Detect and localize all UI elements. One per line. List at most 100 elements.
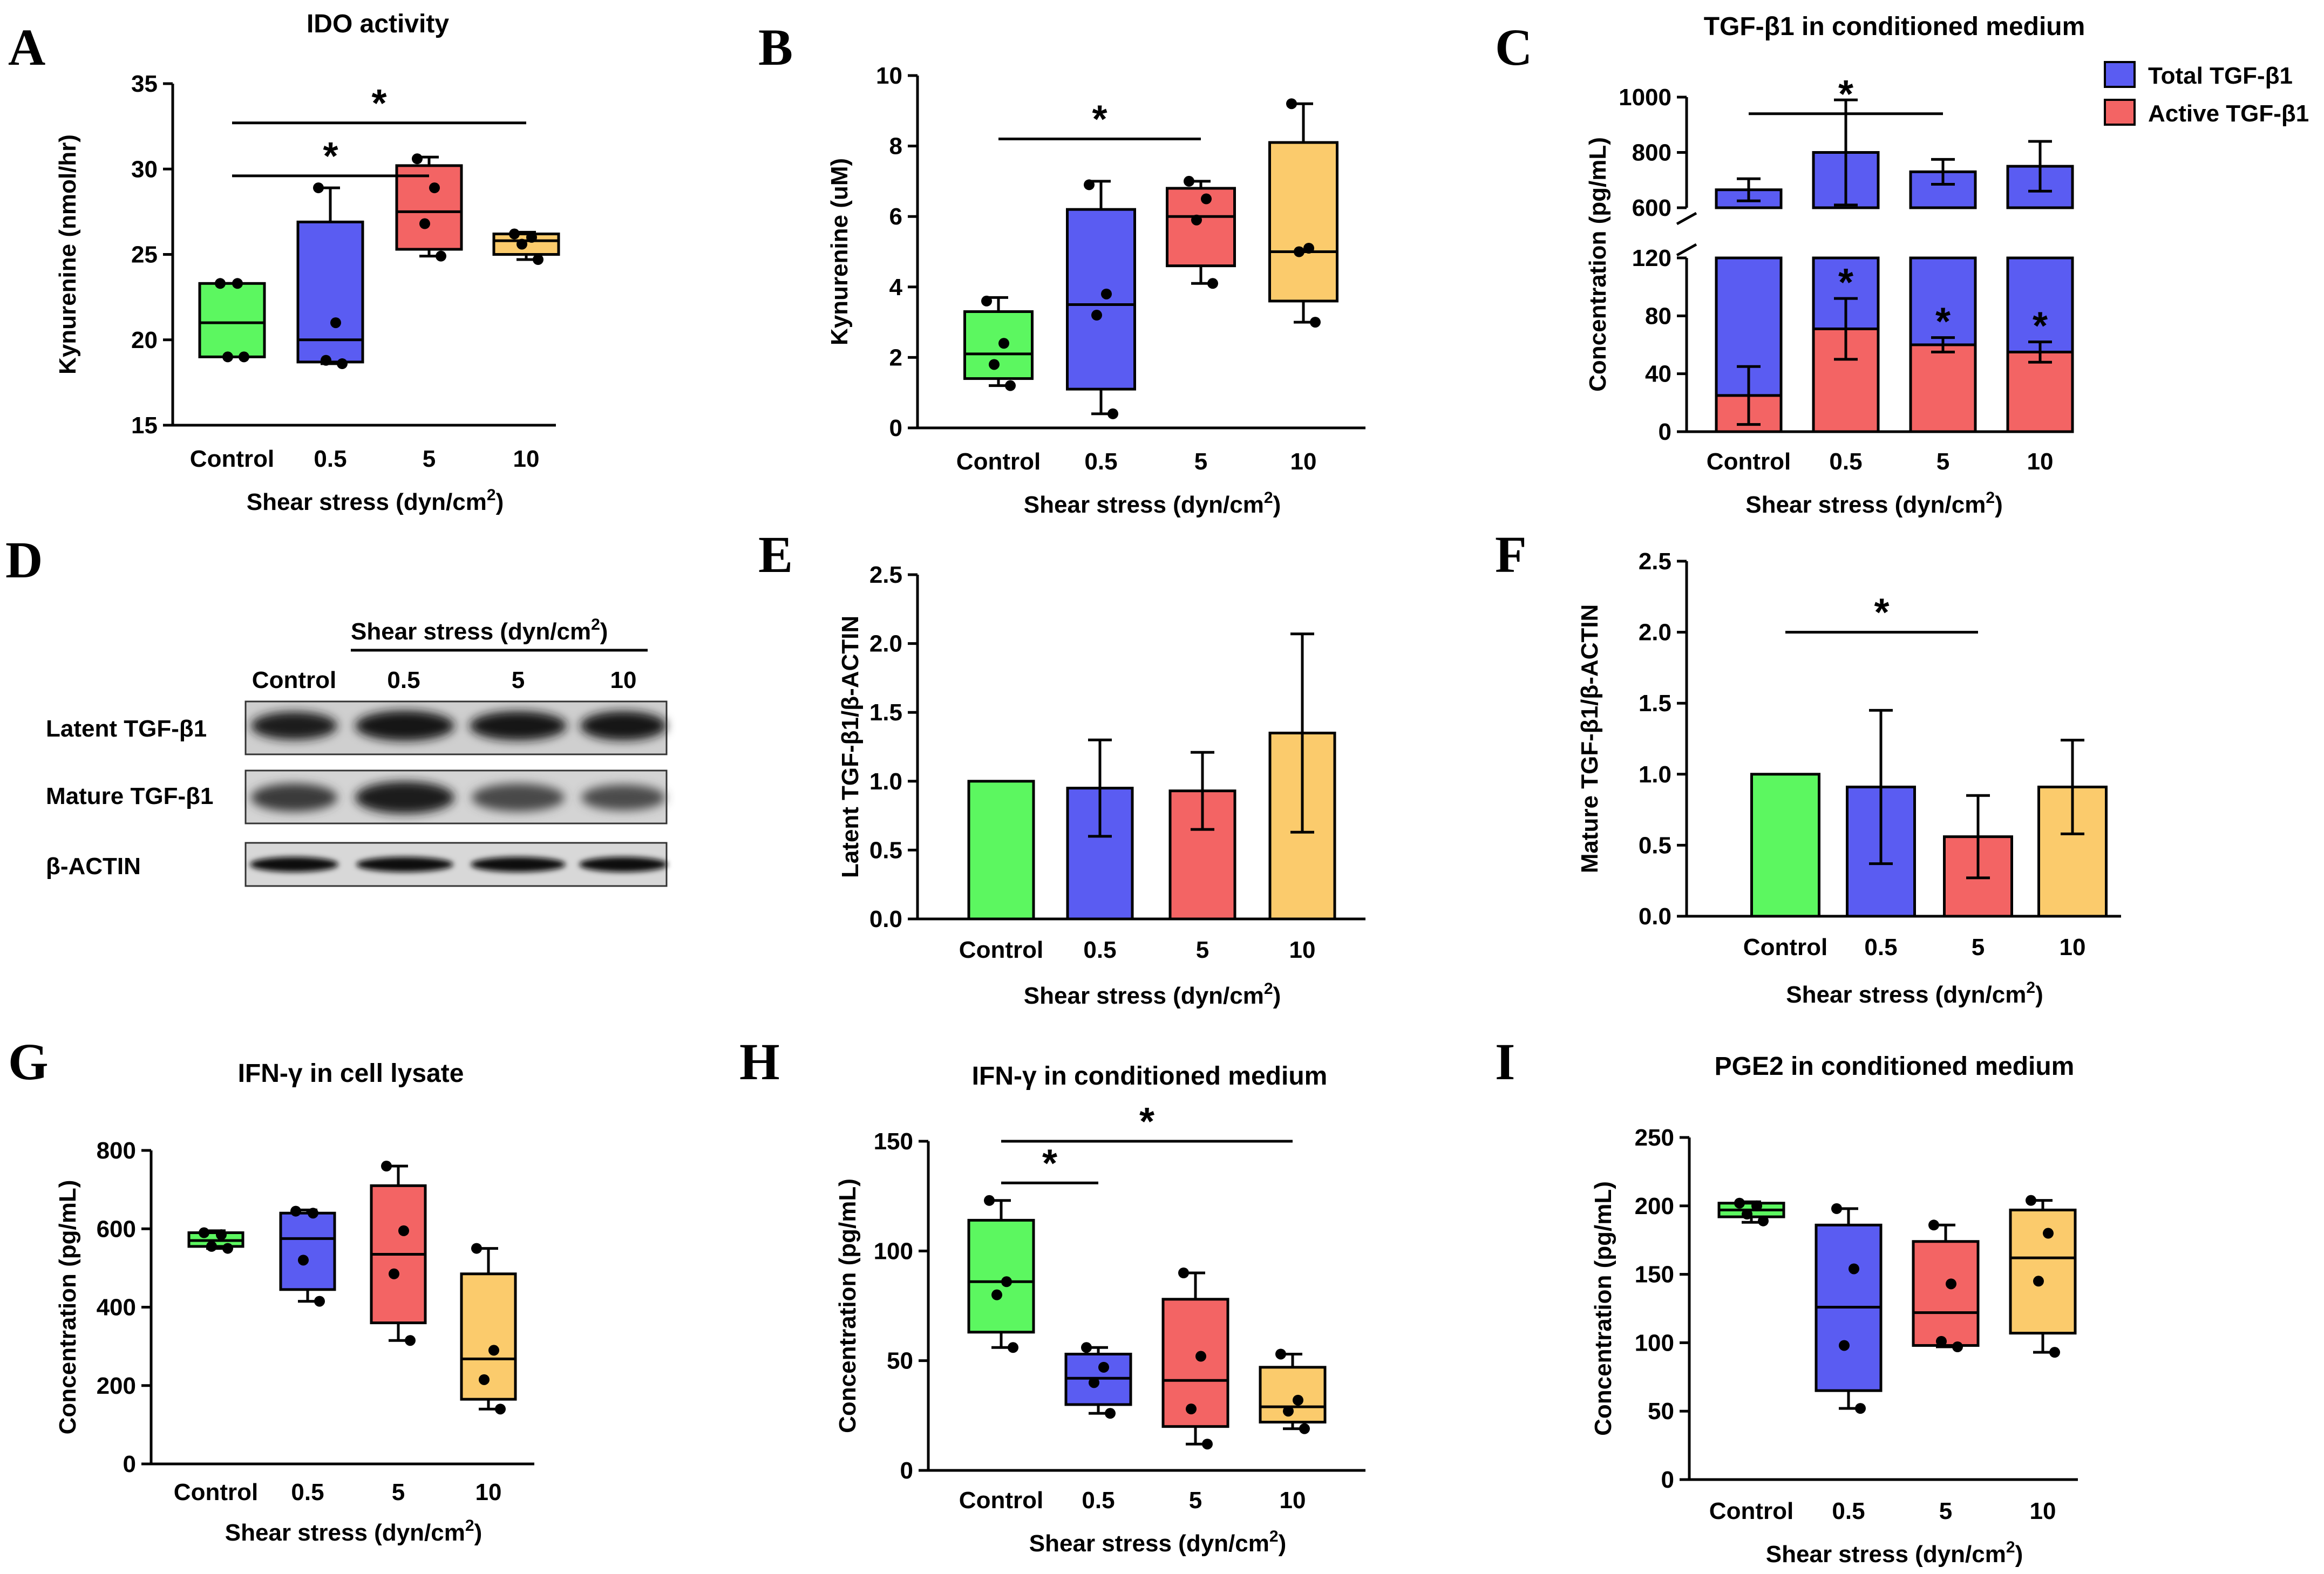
x-axis-label-text: Shear stress (dyn/cm	[1024, 983, 1264, 1009]
data-point	[412, 153, 423, 165]
data-point	[991, 1289, 1002, 1300]
data-point	[533, 254, 543, 265]
data-point	[1207, 278, 1218, 289]
box-5	[395, 153, 463, 262]
data-point	[1184, 175, 1194, 187]
box-Control	[1717, 1197, 1785, 1227]
x-tick-label: 10	[513, 446, 540, 472]
y-tick-label: 4	[889, 274, 903, 301]
y-axis-label: Concentration (pg/mL)	[834, 1178, 861, 1433]
data-point	[1839, 1340, 1850, 1351]
y-tick-label: 1.5	[1639, 690, 1671, 717]
panel-title: IFN-γ in cell lysate	[238, 1059, 464, 1088]
box-0.5	[279, 1205, 336, 1307]
box-0.5	[1064, 1342, 1132, 1419]
y-tick-label: 15	[131, 412, 158, 439]
data-point	[313, 182, 324, 194]
x-axis-label-end: )	[1273, 492, 1281, 518]
x-axis-label: Shear stress (dyn/cm2)	[1024, 489, 1281, 518]
y-tick-label: 6	[889, 203, 902, 230]
box-Control	[967, 1195, 1035, 1353]
y-tick-label: 400	[97, 1294, 136, 1321]
data-point	[419, 218, 430, 229]
x-axis-label-text: Shear stress (dyn/cm	[1029, 1530, 1269, 1557]
data-point	[1101, 288, 1112, 299]
data-point	[1849, 1263, 1859, 1275]
panel-letter-B: B	[758, 18, 793, 76]
data-point	[989, 359, 1000, 370]
data-point	[1303, 242, 1314, 254]
box-iqr	[1912, 1240, 1980, 1347]
blot-lane-label: 0.5	[387, 667, 420, 693]
x-axis-label-sup: 2	[1986, 489, 1995, 507]
data-point	[1751, 1200, 1762, 1211]
data-point	[1178, 1268, 1189, 1278]
x-axis-label-end: )	[1995, 492, 2003, 518]
data-point	[1310, 317, 1321, 328]
significance-star: *	[371, 82, 386, 125]
y-tick-label: 2.0	[869, 631, 902, 657]
data-point	[330, 317, 341, 329]
box-10	[1268, 98, 1338, 328]
panel-title: IDO activity	[307, 10, 449, 38]
y-tick-label: 35	[131, 71, 158, 97]
data-point	[239, 351, 249, 363]
box-10	[492, 228, 560, 265]
x-tick-label: Control	[959, 1487, 1043, 1514]
data-point	[509, 228, 520, 240]
y-tick-label: 0	[123, 1451, 136, 1477]
box-iqr	[2009, 1208, 2077, 1335]
blot-row-label: Mature TGF-β1	[46, 783, 213, 809]
data-point	[389, 1268, 399, 1279]
x-tick-label: 0.5	[1082, 1487, 1115, 1514]
blot-bands-latent	[251, 711, 667, 741]
axis-break-mark	[1676, 243, 1697, 257]
legend: Total TGF-β1 Active TGF-β1	[2104, 61, 2309, 127]
y-tick-label: 2	[889, 344, 902, 371]
x-axis-label-sup: 2	[1264, 489, 1273, 507]
x-tick-label: Control	[1707, 448, 1791, 475]
data-point	[1081, 1342, 1092, 1353]
data-point	[2043, 1228, 2054, 1239]
y-tick-label: 30	[131, 156, 158, 182]
significance-star-active: *	[1935, 301, 1951, 344]
data-point	[1928, 1219, 1939, 1231]
x-axis-label-sup: 2	[2026, 979, 2035, 997]
blot-bands-mature	[251, 781, 665, 814]
y-axis-label: Concentration (pg/mL)	[55, 1180, 81, 1435]
y-tick-label: 2.0	[1639, 619, 1671, 646]
y-tick-label: 1000	[1619, 84, 1671, 111]
panel-letter-I: I	[1495, 1033, 1515, 1091]
data-point	[1283, 1406, 1294, 1417]
data-point	[308, 1208, 318, 1219]
box-5	[1166, 175, 1236, 289]
box-iqr	[963, 310, 1034, 380]
y-axis-label: Concentration (pg/mL)	[1585, 137, 1611, 392]
x-tick-label: 0.5	[1832, 1498, 1865, 1524]
bar-Control	[1750, 773, 1820, 918]
data-point	[1098, 1361, 1109, 1373]
y-tick-label: 800	[1632, 140, 1671, 166]
y-tick-label: 600	[1632, 195, 1671, 221]
y-tick-label: 0	[889, 415, 902, 441]
y-tick-label: 2.5	[1639, 548, 1671, 575]
bar-Control	[967, 780, 1035, 921]
y-axis-label: Kynurenine (uM)	[826, 158, 853, 345]
x-axis-label-sup: 2	[2006, 1538, 2015, 1556]
panel-F: 0.0 0.5 1.0 1.5 2.0 2.5 Control 0.5 5 10 F Mature T…	[1495, 526, 2121, 1008]
data-point	[398, 1225, 409, 1236]
x-tick-label: 10	[2027, 448, 2054, 475]
data-point	[1855, 1403, 1866, 1414]
x-axis-label-sup: 2	[465, 1517, 474, 1535]
significance-star: *	[1139, 1100, 1154, 1143]
box-5	[1912, 1219, 1980, 1353]
data-point	[298, 1255, 309, 1266]
x-axis-label: Shear stress (dyn/cm2)	[1029, 1528, 1286, 1557]
box-iqr	[460, 1272, 517, 1401]
x-axis-label: Shear stress (dyn/cm2)	[225, 1517, 482, 1546]
data-point	[981, 295, 992, 306]
y-tick-label: 8	[889, 133, 902, 160]
data-point	[1201, 193, 1212, 205]
box-10	[460, 1243, 517, 1415]
data-point	[1084, 179, 1095, 190]
